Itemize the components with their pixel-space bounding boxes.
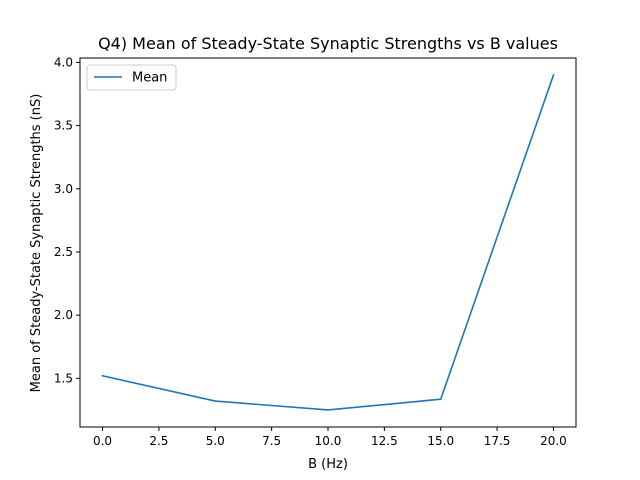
y-tick-label: 2.5	[54, 245, 73, 259]
y-tick-label: 4.0	[54, 55, 73, 69]
y-tick-label: 2.0	[54, 308, 73, 322]
x-tick-label: 15.0	[427, 434, 454, 448]
x-axis-label: B (Hz)	[308, 457, 348, 472]
x-tick-label: 5.0	[206, 434, 225, 448]
legend: Mean	[86, 64, 177, 91]
legend-box	[86, 64, 177, 91]
chart-title: Q4) Mean of Steady-State Synaptic Streng…	[98, 34, 558, 53]
legend-label: Mean	[132, 71, 167, 86]
y-tick-label: 3.0	[54, 182, 73, 196]
y-tick-label: 3.5	[54, 119, 73, 133]
plot-area: 0.0 2.5 5.0 7.5 10.0 12.5 15.0 17.5 20.0 1.5 2.0 2.…	[54, 55, 577, 448]
x-tick-label: 12.5	[371, 434, 398, 448]
x-tick-label: 17.5	[484, 434, 511, 448]
y-axis-label: Mean of Steady-State Synaptic Strengths …	[29, 94, 44, 393]
x-tick-label: 7.5	[262, 434, 281, 448]
y-tick-label: 1.5	[54, 371, 73, 385]
x-tick-label: 0.0	[93, 434, 112, 448]
axes-frame	[79, 57, 577, 428]
x-tick-label: 2.5	[149, 434, 168, 448]
x-tick-label: 20.0	[540, 434, 567, 448]
x-tick-label: 10.0	[315, 434, 342, 448]
series-line-0	[101, 74, 555, 411]
